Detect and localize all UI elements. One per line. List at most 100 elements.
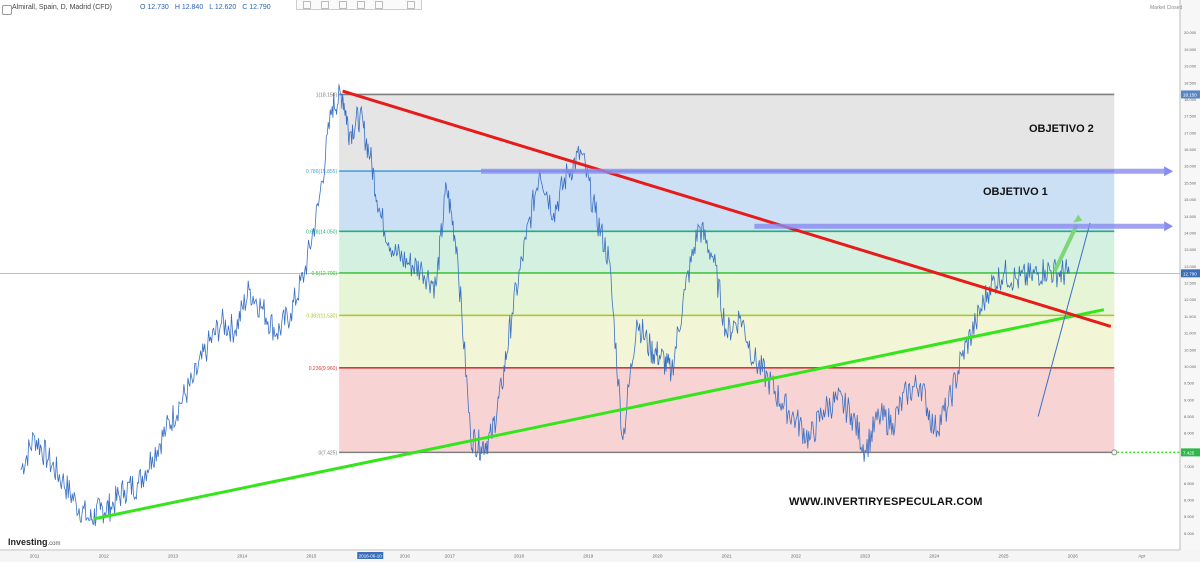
price-series-line [20, 84, 1070, 527]
target-2-arrowhead-icon [1164, 166, 1174, 177]
time-tick-label: 2026 [1068, 554, 1079, 559]
measure-tool-icon[interactable] [375, 1, 383, 9]
price-tick-label: 8.000 [1184, 431, 1195, 436]
cursor-date-tag [357, 552, 384, 559]
price-tick-label: 12.500 [1184, 281, 1197, 286]
price-tick-label: 10.000 [1184, 364, 1197, 369]
fib-level-label: 0(7.425) [318, 450, 337, 456]
drawing-toolbox[interactable] [296, 0, 422, 10]
time-tick-label: 2013 [168, 554, 179, 559]
time-tick-label: 2017 [445, 554, 456, 559]
price-tick-label: 15.000 [1184, 197, 1197, 202]
fib-top-price-tag [1181, 90, 1200, 99]
price-tick-label: 13.500 [1184, 247, 1197, 252]
fib-zone-0 [339, 94, 1115, 172]
time-tick-label: 2022 [791, 554, 802, 559]
price-tick-label: 9.500 [1184, 381, 1195, 386]
price-tick-label: 17.500 [1184, 114, 1197, 119]
time-tick-label: 2024 [929, 554, 940, 559]
time-tick-label: 2016 [400, 554, 411, 559]
price-tick-label: 16.000 [1184, 164, 1197, 169]
momentum-line [1037, 222, 1091, 417]
logo-name: Investing [8, 537, 48, 547]
price-tick-label: 12.000 [1184, 297, 1197, 302]
time-tick-label: 2025 [999, 554, 1010, 559]
time-tick-label: 2012 [99, 554, 110, 559]
time-axis-background [0, 551, 1200, 562]
time-tick-label: 2014 [237, 554, 248, 559]
time-tick-label: 2020 [652, 554, 663, 559]
price-tick-label: 19.500 [1184, 47, 1197, 52]
market-status: Market Closed [1150, 5, 1183, 11]
fib-bottom-price-tag [1181, 448, 1200, 457]
fib-level-label: 0.786(15.855) [306, 169, 337, 175]
time-tick-label: 2019 [583, 554, 594, 559]
time-tick-label: 2021 [722, 554, 733, 559]
target-label-1: OBJETIVO 1 [983, 186, 1048, 198]
logo-suffix: .com [47, 541, 61, 547]
ohlc-low: L 12.620 [209, 4, 237, 11]
fib-level-label: 1(18.150) [316, 92, 338, 98]
text-tool-icon[interactable] [357, 1, 365, 9]
price-tick-label: 17.000 [1184, 130, 1197, 135]
price-tick-label: 11.000 [1184, 331, 1197, 336]
price-tick-label: 15.500 [1184, 180, 1197, 185]
support-trendline [93, 308, 1105, 521]
time-tick-label: 2015 [306, 554, 317, 559]
fib-zone-5 [339, 367, 1115, 453]
target-label-2: OBJETIVO 2 [1029, 123, 1094, 135]
trendline-tool-icon[interactable] [321, 1, 329, 9]
ohlc-readout: O 12.730 H 12.840 L 12.620 C 12.790 [140, 4, 277, 11]
price-tick-label: 5.500 [1184, 514, 1195, 519]
fib-level-label: 0.382(11.530) [306, 313, 337, 319]
website-watermark: WWW.INVERTIRYESPECULAR.COM [789, 496, 983, 508]
ohlc-close: C 12.790 [242, 4, 271, 11]
fib-level-label: 0.618(14.050) [306, 229, 337, 235]
time-tick-label: Apr [1138, 554, 1146, 559]
price-tick-label: 8.500 [1184, 414, 1195, 419]
last-price-tag-label: 12.790 [1183, 271, 1197, 276]
fib-anchor-handle [1111, 449, 1118, 456]
momentum-arrowhead-icon [1073, 214, 1083, 223]
target-1-arrowhead-icon [1164, 221, 1174, 232]
fib-zone-4 [339, 315, 1115, 368]
price-tick-label: 14.500 [1184, 214, 1197, 219]
resistance-trendline [342, 89, 1112, 328]
price-tick-label: 9.000 [1184, 397, 1195, 402]
price-tick-label: 5.000 [1184, 531, 1195, 536]
time-tick-label: 2018 [514, 554, 525, 559]
fib-level-label: 0.236(9.960) [309, 366, 338, 372]
last-price-tag [1181, 269, 1200, 278]
chart-header: Almirall, Spain, D, Madrid (CFD) O 12.73… [0, 0, 1180, 18]
price-tick-label: 20.000 [1184, 30, 1197, 35]
ohlc-open: O 12.730 [140, 4, 169, 11]
fib-bottom-price-tag-label: 7.425 [1183, 450, 1195, 455]
price-tick-label: 6.500 [1184, 481, 1195, 486]
price-tick-label: 13.000 [1184, 264, 1197, 269]
price-tick-label: 10.500 [1184, 347, 1197, 352]
price-tick-label: 18.500 [1184, 80, 1197, 85]
close-toolbox-icon[interactable] [407, 1, 415, 9]
fib-zone-2 [339, 231, 1115, 273]
cursor-date-label: 2016-06-10 [359, 554, 383, 559]
momentum-arrow-shaft [1053, 224, 1079, 272]
ohlc-high: H 12.840 [174, 4, 204, 11]
price-tick-label: 6.000 [1184, 497, 1195, 502]
chart-settings-icon[interactable] [2, 5, 12, 15]
price-tick-label: 16.500 [1184, 147, 1197, 152]
fib-tool-icon[interactable] [339, 1, 347, 9]
price-tick-label: 19.000 [1184, 64, 1197, 69]
time-tick-label: 2023 [860, 554, 871, 559]
price-tick-label: 18.000 [1184, 97, 1197, 102]
move-tool-icon[interactable] [303, 1, 311, 9]
price-tick-label: 7.000 [1184, 464, 1195, 469]
price-axis-background [1180, 0, 1200, 562]
time-tick-label: 2011 [30, 554, 40, 559]
investing-logo: Investing.com [8, 537, 61, 547]
fib-level-label: 0.5(12.790) [312, 271, 338, 277]
symbol-label: Almirall, Spain, D, Madrid (CFD) [12, 4, 112, 11]
fib-zone-1 [339, 171, 1115, 232]
fib-top-price-tag-label: 18.150 [1183, 92, 1197, 97]
